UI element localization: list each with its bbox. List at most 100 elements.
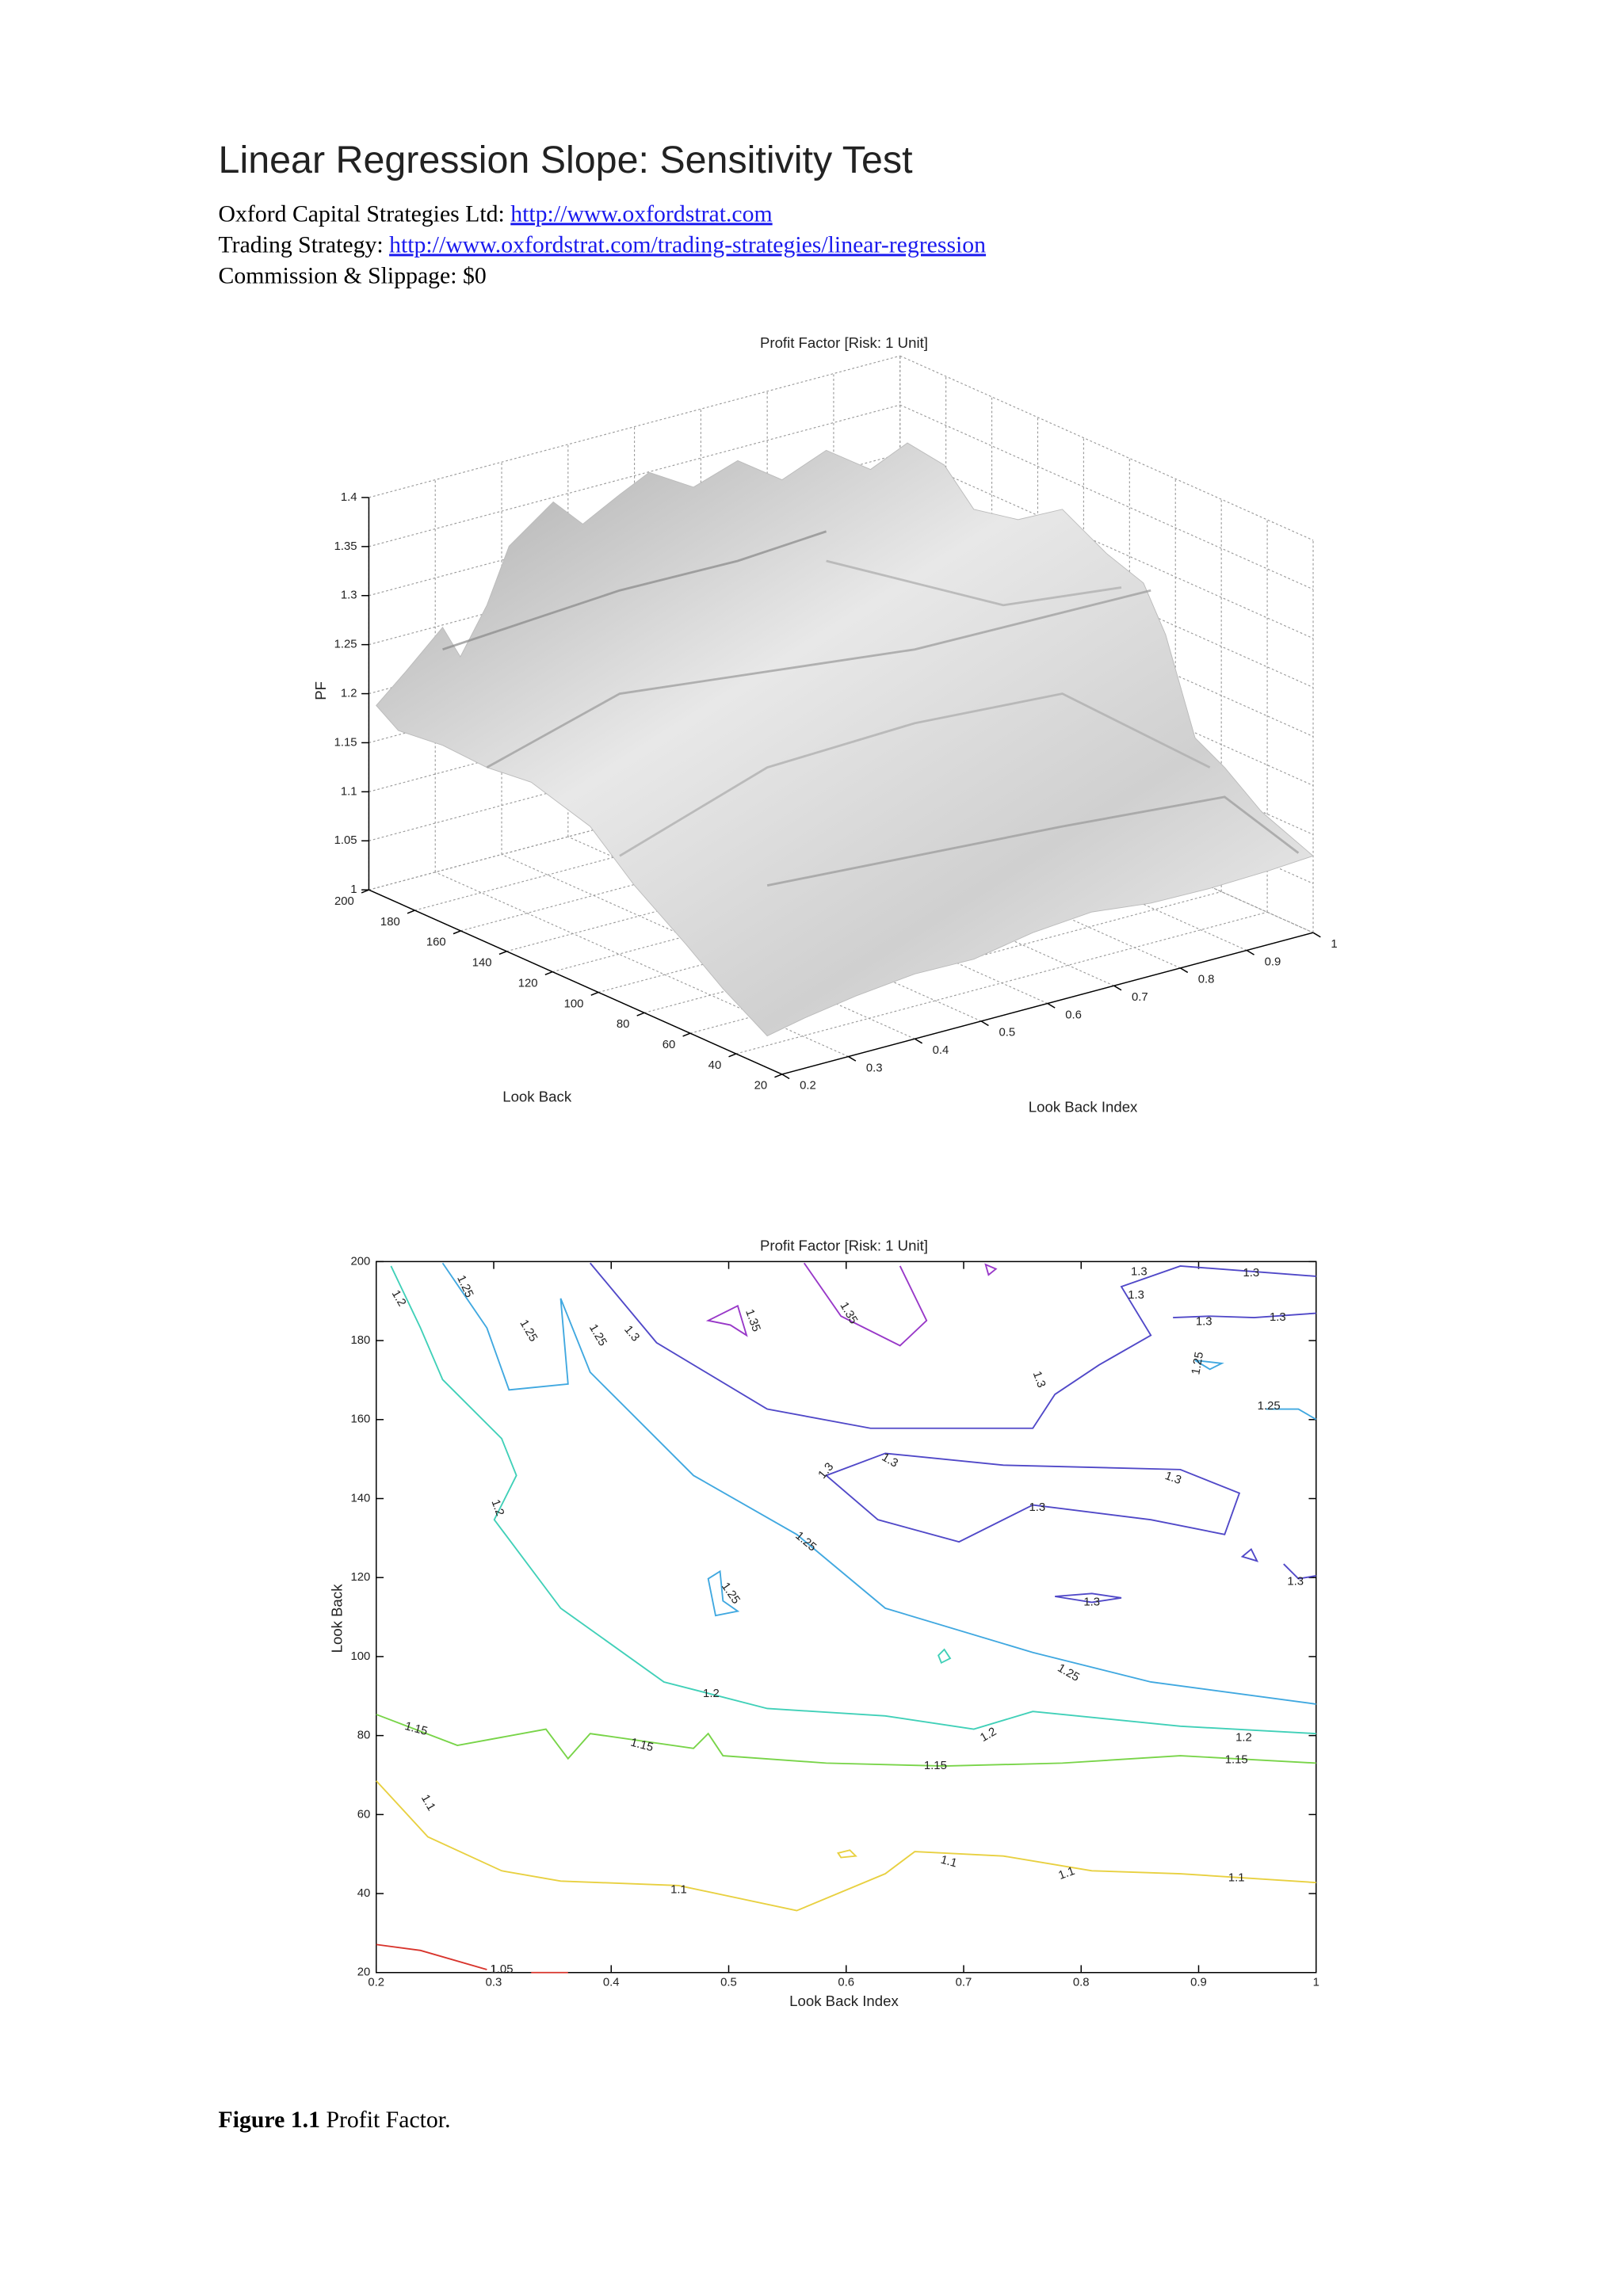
tick bbox=[914, 1038, 923, 1044]
label: Oxford Capital Strategies Ltd: bbox=[219, 200, 505, 227]
grid-line bbox=[899, 404, 1314, 590]
tick bbox=[1047, 1002, 1056, 1009]
grid-line bbox=[369, 355, 900, 498]
x-tick-label: 0.5 bbox=[720, 1977, 737, 1989]
y-tick-label: 100 bbox=[350, 1650, 370, 1663]
surface-ridge bbox=[619, 692, 1211, 857]
grid-line bbox=[735, 911, 1268, 1055]
surface-chart: 1 1.05 1.1 1.15 1.2 1.25 1.3 1.35 1.4 0.2 0.3 0.4 0.… bbox=[312, 334, 1338, 1115]
contour-label: 1.3 bbox=[1196, 1316, 1212, 1329]
tick bbox=[781, 1074, 790, 1080]
contour-label: 1.1 bbox=[1228, 1872, 1245, 1885]
tick bbox=[1246, 949, 1254, 955]
y-tick-label: 180 bbox=[350, 1334, 370, 1347]
x-tick-label: 1 bbox=[1313, 1977, 1319, 1989]
x-tick-label: 1 bbox=[1331, 938, 1337, 951]
z-axis-label: PF bbox=[312, 681, 329, 700]
y-tick-label: 60 bbox=[357, 1808, 371, 1821]
grid-line bbox=[369, 404, 900, 547]
x-tick-label: 0.4 bbox=[603, 1977, 620, 1989]
x-tick-label: 0.8 bbox=[1198, 974, 1215, 986]
x-tick-label: 0.3 bbox=[486, 1977, 502, 1989]
z-tick-label: 1 bbox=[350, 883, 357, 896]
grid-line bbox=[899, 453, 1314, 639]
tick bbox=[361, 889, 369, 894]
contour-label: 1.05 bbox=[491, 1963, 514, 1976]
x-tick-label: 0.9 bbox=[1265, 955, 1281, 968]
y-tick-label: 100 bbox=[564, 997, 584, 1010]
surface-ridge bbox=[486, 589, 1151, 769]
contour-label: 1.3 bbox=[1287, 1575, 1304, 1588]
tick bbox=[1180, 967, 1189, 974]
y-tick-label: 120 bbox=[518, 977, 538, 990]
y-tick-label: 200 bbox=[334, 895, 354, 908]
title: Linear Regression Slope: Sensitivity Tes… bbox=[219, 139, 914, 181]
y-tick-label: 180 bbox=[380, 916, 400, 929]
z-tick-label: 1.25 bbox=[334, 639, 357, 651]
contour-label: 1.15 bbox=[1225, 1754, 1248, 1767]
tick bbox=[774, 1074, 783, 1078]
figure-caption: Figure 1.1 Profit Factor. bbox=[219, 2107, 451, 2133]
contour-chart: 0.2 0.3 0.4 0.5 0.6 0.7 0.8 0.9 1204060801001201… bbox=[328, 1238, 1319, 2009]
contour-label: 1.2 bbox=[703, 1688, 720, 1700]
contour-label: 1.2 bbox=[1235, 1732, 1252, 1745]
caption: Commission & Slippage: $0 bbox=[219, 262, 487, 288]
contour-line bbox=[441, 1262, 1317, 1705]
y-tick-label: 140 bbox=[350, 1492, 370, 1505]
link[interactable]: http://www.oxfordstrat.com bbox=[510, 200, 772, 227]
contour-label: 1.15 bbox=[403, 1720, 429, 1738]
tick bbox=[682, 1032, 691, 1037]
link[interactable]: http://www.oxfordstrat.com/trading-strat… bbox=[389, 231, 986, 257]
contour-line bbox=[390, 1265, 1316, 1735]
y-tick-label: 40 bbox=[708, 1059, 722, 1072]
contour-line bbox=[590, 1262, 1316, 1604]
contour-line bbox=[376, 1943, 568, 1974]
y-tick-label: 20 bbox=[357, 1966, 371, 1979]
x-tick-label: 0.7 bbox=[1132, 991, 1148, 1004]
text: Profit Factor. bbox=[326, 2107, 450, 2133]
x-tick-label: 0.2 bbox=[368, 1977, 384, 1989]
y-tick-label: 160 bbox=[426, 936, 446, 949]
x-tick-label: 0.2 bbox=[800, 1080, 816, 1093]
contour-label: 1.3 bbox=[1128, 1289, 1144, 1302]
axis-line bbox=[369, 889, 783, 1075]
contour-label: 1.3 bbox=[1030, 1370, 1048, 1390]
contour-label: 1.1 bbox=[1057, 1865, 1077, 1882]
tick bbox=[728, 1053, 737, 1058]
tick bbox=[453, 930, 461, 935]
tick bbox=[590, 991, 599, 996]
contour-label: 1.3 bbox=[1083, 1596, 1100, 1608]
axis-line bbox=[781, 932, 1314, 1075]
z-tick-label: 1.2 bbox=[341, 687, 357, 700]
contour-label: 1.3 bbox=[1270, 1311, 1286, 1324]
tick bbox=[498, 951, 507, 955]
z-tick-label: 1.3 bbox=[341, 589, 357, 602]
contour-line bbox=[376, 1780, 1316, 1912]
contour-label: 1.3 bbox=[1131, 1265, 1148, 1278]
contour-label: 1.1 bbox=[670, 1883, 687, 1896]
x-tick-label: 0.6 bbox=[1065, 1009, 1082, 1021]
y-tick-label: 200 bbox=[350, 1255, 370, 1268]
contour-label: 1.2 bbox=[488, 1498, 506, 1518]
y-tick-label: 80 bbox=[617, 1018, 630, 1031]
caption: Trading Strategy: http://www.oxfordstrat… bbox=[219, 231, 987, 257]
chart-title: Profit Factor [Risk: 1 Unit] bbox=[760, 334, 928, 351]
contour-label: 1.3 bbox=[1163, 1470, 1183, 1487]
label: Figure 1.1 bbox=[219, 2107, 320, 2133]
label: Trading Strategy: bbox=[219, 231, 384, 257]
surface-ridge bbox=[442, 530, 827, 651]
z-tick-label: 1.15 bbox=[334, 736, 357, 749]
contour-label: 1.1 bbox=[939, 1854, 958, 1871]
y-tick-label: 20 bbox=[754, 1080, 768, 1093]
chart-title: Profit Factor [Risk: 1 Unit] bbox=[760, 1238, 928, 1254]
surface-ridge bbox=[826, 559, 1122, 607]
x-tick-label: 0.8 bbox=[1073, 1977, 1090, 1989]
contour-label: 1.25 bbox=[1258, 1400, 1281, 1413]
tick bbox=[544, 971, 553, 976]
x-axis-label: Look Back Index bbox=[789, 1993, 899, 2009]
contour-line bbox=[705, 1262, 998, 1347]
tick bbox=[636, 1012, 645, 1016]
y-axis-label: Look Back bbox=[328, 1584, 345, 1653]
contour-label: 1.3 bbox=[1243, 1267, 1259, 1280]
tick bbox=[980, 1020, 989, 1027]
